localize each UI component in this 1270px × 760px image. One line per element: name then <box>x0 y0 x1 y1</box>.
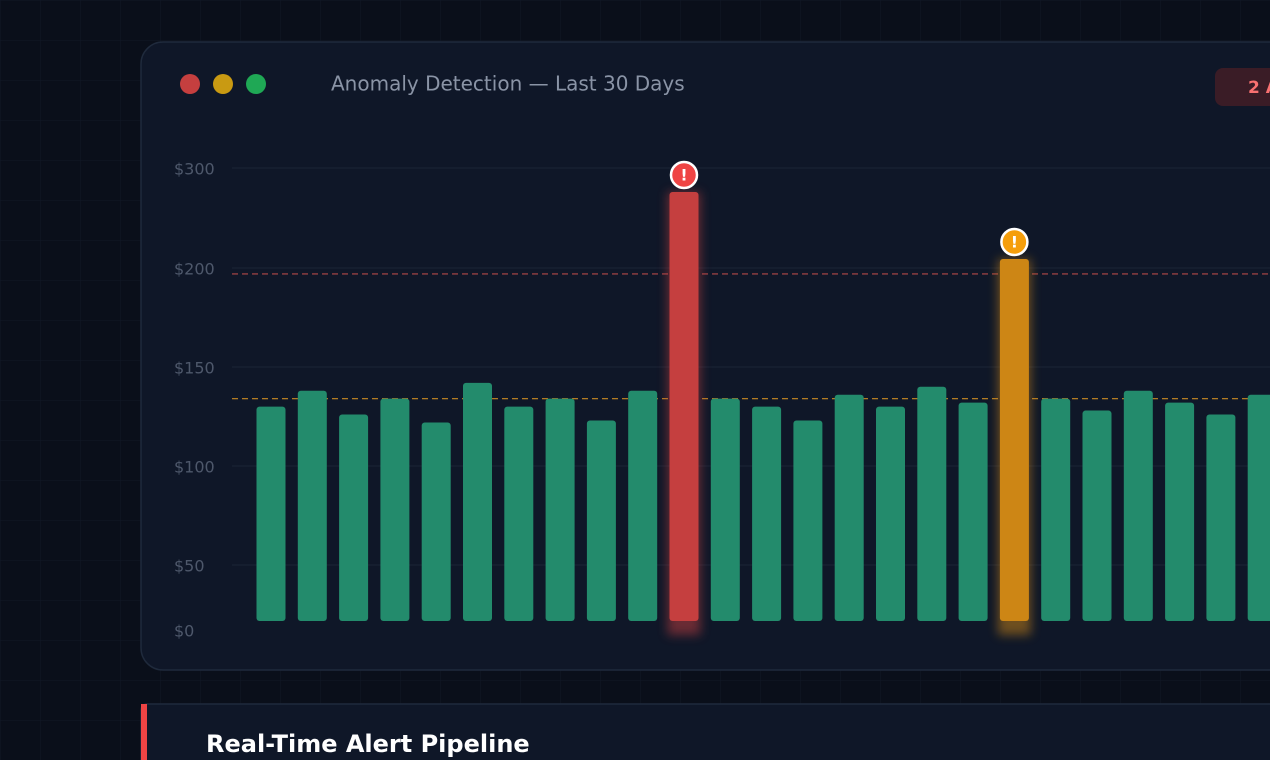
bar <box>917 386 947 621</box>
bar <box>628 390 658 621</box>
y-tick-label: $300 <box>174 160 215 179</box>
bar <box>504 406 534 621</box>
bar <box>876 406 905 621</box>
bar <box>463 382 492 621</box>
bar <box>834 394 864 621</box>
bar <box>545 398 575 621</box>
chart-title: Anomaly Detection — Last 30 Days <box>331 72 685 96</box>
anomaly-marker <box>1000 227 1029 257</box>
card-accent <box>141 704 147 760</box>
bar <box>339 414 369 621</box>
bar <box>1123 390 1153 621</box>
bar <box>752 406 782 621</box>
bar <box>710 398 740 621</box>
close-dot[interactable] <box>180 74 200 94</box>
bar <box>669 192 699 621</box>
badge <box>1215 68 1270 106</box>
badge-text: 2 Anomalies <box>1248 78 1270 98</box>
bar <box>380 398 410 621</box>
bar <box>1041 398 1071 621</box>
bar <box>1082 410 1112 621</box>
bar <box>958 402 988 621</box>
bar <box>1247 394 1270 621</box>
y-tick-label: $200 <box>174 260 215 279</box>
anomaly-marker <box>669 160 699 190</box>
bar <box>586 420 616 621</box>
maximize-dot[interactable] <box>246 74 266 94</box>
bar <box>1206 414 1236 621</box>
bar <box>793 420 823 621</box>
plot: $0 $50 $100 $150 $200 $300!! <box>174 160 1270 641</box>
bar <box>1165 402 1195 621</box>
y-tick-label: $50 <box>174 557 205 576</box>
anomaly-marker-text: ! <box>680 166 687 185</box>
y-tick-label: $0 <box>174 622 194 641</box>
y-tick-label: $150 <box>174 359 215 378</box>
bar <box>421 422 451 621</box>
bar <box>297 390 327 621</box>
bar <box>999 259 1029 621</box>
anomaly-marker-text: ! <box>1011 233 1018 252</box>
card-title: Real-Time Alert Pipeline <box>206 730 530 758</box>
y-tick-label: $100 <box>174 458 215 477</box>
bar <box>256 406 286 621</box>
minimize-dot[interactable] <box>213 74 233 94</box>
